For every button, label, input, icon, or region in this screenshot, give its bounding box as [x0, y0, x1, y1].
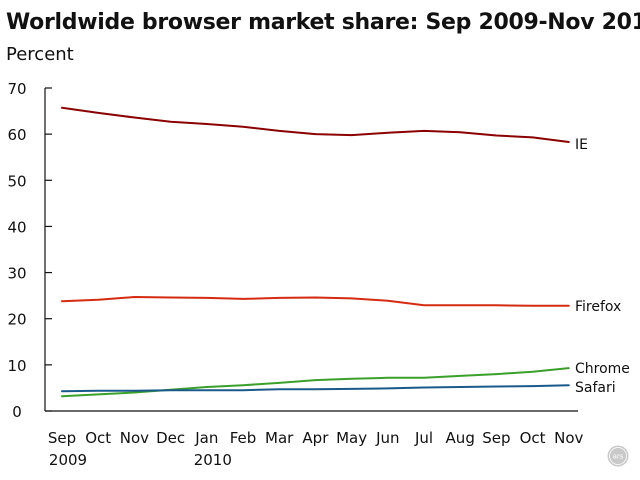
- x-tick-label: Aug: [446, 429, 475, 447]
- series-label-safari: Safari: [575, 380, 616, 396]
- y-tick-label: 10: [7, 357, 26, 375]
- y-tick-label: 30: [7, 265, 26, 283]
- x-tick-label: Apr: [302, 429, 329, 447]
- x-axis-ticks: Sep Oct Nov Dec Jan Feb Mar Apr May Jun Jul Aug Sep O…: [48, 429, 584, 469]
- x-year-label: 2010: [194, 451, 232, 469]
- x-tick-label: Sep: [48, 429, 76, 447]
- x-tick-label: Oct: [520, 429, 546, 447]
- series-line-firefox: [61, 296, 570, 307]
- x-tick-label: Mar: [265, 429, 294, 447]
- y-tick-label: 70: [7, 80, 26, 98]
- x-tick-label: Jan: [194, 429, 218, 447]
- x-tick-label: Feb: [230, 429, 257, 447]
- y-tick-label: 0: [12, 403, 22, 421]
- ars-technica-logo-icon: ars: [606, 444, 630, 472]
- chart-series: [61, 106, 570, 398]
- x-tick-label: Nov: [120, 429, 149, 447]
- y-tick-label: 20: [7, 311, 26, 329]
- x-tick-label: Oct: [85, 429, 111, 447]
- y-tick-label: 60: [7, 126, 26, 144]
- series-label-ie: IE: [575, 137, 588, 153]
- x-tick-label: May: [336, 429, 367, 447]
- y-axis-ticks: 0 10 20 30 40 50 60 70: [7, 80, 52, 421]
- series-labels: IE Firefox Chrome Safari: [575, 137, 630, 396]
- y-tick-label: 50: [7, 172, 26, 190]
- x-year-label: 2009: [49, 451, 87, 469]
- x-tick-label: Jul: [414, 429, 433, 447]
- series-label-chrome: Chrome: [575, 361, 630, 377]
- chart-title: Worldwide browser market share: Sep 2009…: [6, 10, 640, 35]
- chart-axes: [44, 88, 578, 412]
- x-tick-label: Sep: [482, 429, 510, 447]
- series-line-ie: [61, 106, 570, 143]
- x-tick-label: Dec: [156, 429, 185, 447]
- series-label-firefox: Firefox: [575, 299, 621, 315]
- y-axis-label: Percent: [6, 44, 74, 65]
- series-line-chrome: [61, 367, 570, 398]
- x-tick-label: Nov: [554, 429, 583, 447]
- y-tick-label: 40: [7, 218, 26, 236]
- series-line-safari: [61, 384, 570, 393]
- watermark-text: ars: [613, 453, 624, 461]
- x-tick-label: Jun: [375, 429, 399, 447]
